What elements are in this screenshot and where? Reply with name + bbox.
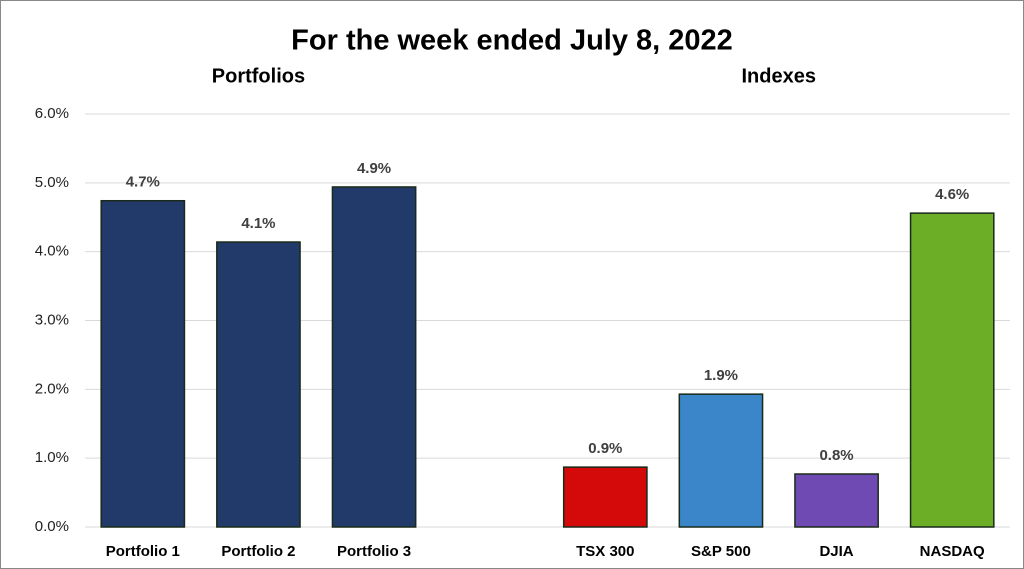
y-tick-label: 4.0%: [35, 243, 69, 260]
value-label: 1.9%: [704, 367, 738, 384]
x-tick-label: DJIA: [819, 543, 853, 560]
y-tick-label: 3.0%: [35, 311, 69, 328]
bar: [562, 466, 648, 528]
x-tick-label: TSX 300: [576, 543, 634, 560]
x-tick-label: Portfolio 3: [337, 543, 411, 560]
group-label: Indexes: [742, 65, 816, 87]
y-tick-label: 0.0%: [35, 518, 69, 535]
bar: [794, 473, 879, 528]
y-tick-label: 2.0%: [35, 380, 69, 397]
value-label: 0.8%: [819, 447, 853, 464]
value-label: 0.9%: [588, 440, 622, 457]
chart-title: For the week ended July 8, 2022: [291, 25, 733, 57]
x-tick-label: Portfolio 2: [221, 543, 295, 560]
group-label: Portfolios: [212, 65, 305, 87]
bar: [331, 186, 417, 528]
value-label: 4.6%: [935, 186, 969, 203]
y-tick-label: 6.0%: [35, 105, 69, 122]
bar: [678, 393, 764, 528]
bar: [909, 212, 995, 528]
value-label: 4.9%: [357, 160, 391, 177]
bar: [100, 199, 186, 528]
value-label: 4.7%: [126, 174, 160, 191]
x-tick-label: Portfolio 1: [106, 543, 180, 560]
bar: [216, 241, 301, 528]
x-tick-label: NASDAQ: [920, 543, 985, 560]
x-tick-label: S&P 500: [691, 543, 751, 560]
value-label: 4.1%: [241, 215, 275, 232]
y-tick-label: 5.0%: [35, 174, 69, 191]
y-tick-label: 1.0%: [35, 449, 69, 466]
